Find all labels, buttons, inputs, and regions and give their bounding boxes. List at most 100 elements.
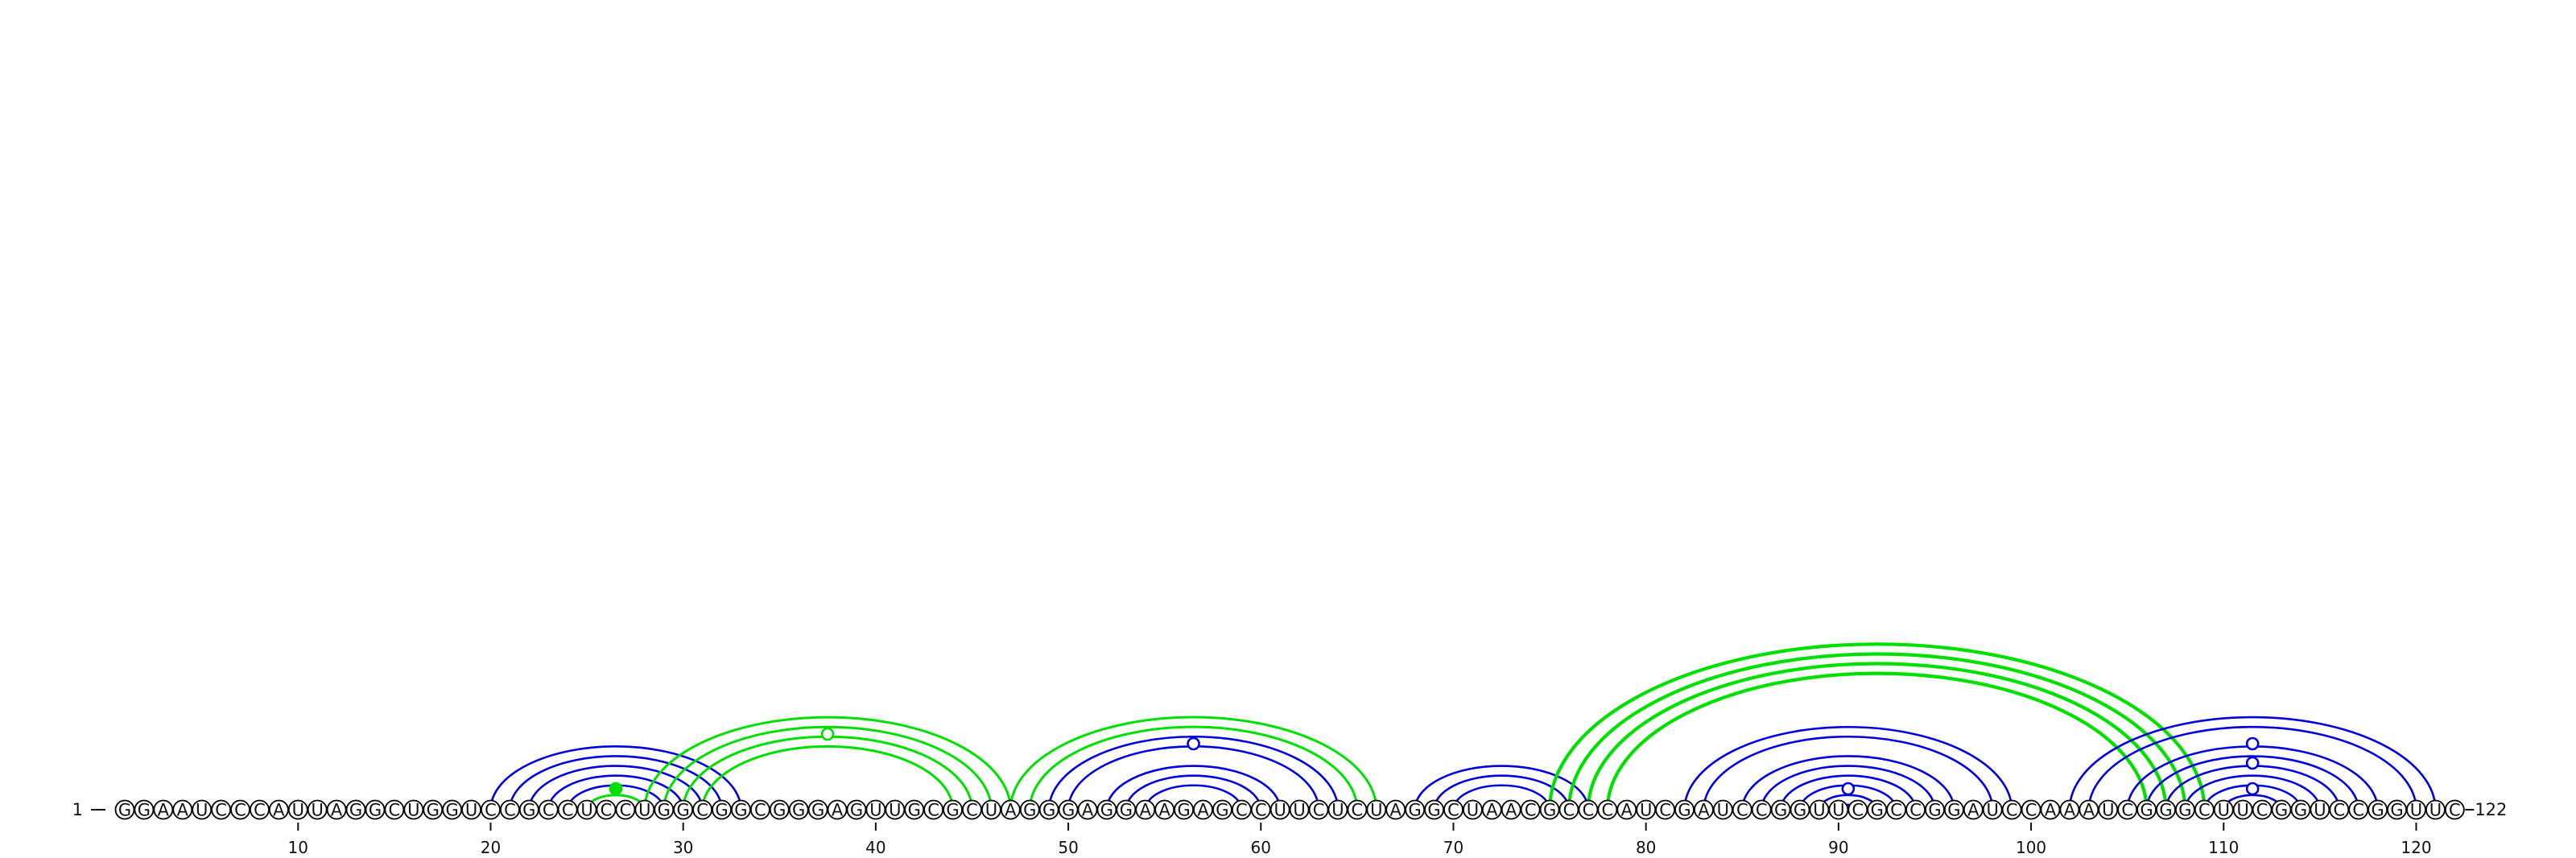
pair-arc-blue xyxy=(2145,755,2360,811)
svg-text:C: C xyxy=(1602,801,1614,820)
nucleotide: G xyxy=(1405,799,1426,820)
nucleotide: G xyxy=(1096,799,1117,820)
svg-text:110: 110 xyxy=(2208,838,2239,857)
svg-text:G: G xyxy=(2140,801,2153,820)
svg-text:U: U xyxy=(1987,801,1999,820)
svg-text:C: C xyxy=(1583,801,1595,820)
nucleotide: G xyxy=(442,799,463,820)
nucleotide: A xyxy=(1694,799,1714,820)
arc-marker xyxy=(1187,736,1200,751)
nucleotide: C xyxy=(538,799,559,820)
nucleotide: G xyxy=(731,799,751,820)
nucleotide: U xyxy=(865,799,886,820)
nucleotide: A xyxy=(1501,799,1521,820)
nucleotide: A xyxy=(1077,799,1098,820)
arc-marker xyxy=(820,727,835,741)
svg-text:G: G xyxy=(811,801,824,820)
svg-text:G: G xyxy=(2390,801,2403,820)
svg-text:A: A xyxy=(832,801,844,820)
nucleotide: A xyxy=(268,799,289,820)
svg-text:U: U xyxy=(1370,801,1382,820)
svg-text:U: U xyxy=(1293,801,1305,820)
nucleotide: C xyxy=(923,799,944,820)
nucleotide: G xyxy=(1943,799,1964,820)
svg-text:U: U xyxy=(312,801,324,820)
nucleotide: A xyxy=(2079,799,2099,820)
svg-text:G: G xyxy=(1947,801,1960,820)
nucleotide: G xyxy=(846,799,867,820)
svg-text:A: A xyxy=(2045,801,2057,820)
nucleotide: G xyxy=(2271,799,2292,820)
nucleotide: C xyxy=(1847,799,1868,820)
nucleotide: G xyxy=(518,799,539,820)
ruler-tick: 70 xyxy=(1443,823,1463,857)
nucleotide: U xyxy=(192,799,213,820)
svg-text:A: A xyxy=(1140,801,1152,820)
svg-text:G: G xyxy=(2294,801,2307,820)
svg-text:G: G xyxy=(1023,801,1036,820)
nucleotide: C xyxy=(1597,799,1618,820)
nucleotide: G xyxy=(1038,799,1059,820)
svg-text:U: U xyxy=(465,801,477,820)
nucleotide: G xyxy=(2387,799,2407,820)
backbone-layer: 1 122 xyxy=(72,800,2508,819)
svg-text:C: C xyxy=(2121,801,2133,820)
svg-text:U: U xyxy=(1640,801,1652,820)
ruler-tick: 10 xyxy=(288,823,308,857)
svg-text:C: C xyxy=(2025,801,2037,820)
svg-text:30: 30 xyxy=(673,838,693,857)
svg-text:U: U xyxy=(638,801,650,820)
start-label: 1 xyxy=(72,800,83,819)
svg-text:G: G xyxy=(850,801,863,820)
nucleotide: A xyxy=(1193,799,1213,820)
svg-text:C: C xyxy=(389,801,401,820)
nucleotide: G xyxy=(654,799,675,820)
svg-text:G: G xyxy=(1120,801,1133,820)
nucleotide: U xyxy=(2406,799,2426,820)
nucleotide: C xyxy=(615,799,636,820)
nucleotide: A xyxy=(1135,799,1156,820)
nucleotide: U xyxy=(1289,799,1310,820)
nucleotide: A xyxy=(326,799,347,820)
nucleotide: C xyxy=(1558,799,1579,820)
svg-text:C: C xyxy=(1852,801,1864,820)
svg-text:G: G xyxy=(445,801,458,820)
pair-arc-blue xyxy=(1452,784,1551,811)
svg-text:A: A xyxy=(1505,801,1517,820)
nucleotide: U xyxy=(2425,799,2446,820)
nucleotide: A xyxy=(2059,799,2080,820)
svg-text:A: A xyxy=(1390,801,1402,820)
markers-layer xyxy=(609,727,2260,796)
svg-text:U: U xyxy=(1813,801,1825,820)
nucleotide: G xyxy=(788,799,809,820)
nucleotide: A xyxy=(827,799,848,820)
svg-text:G: G xyxy=(1871,801,1884,820)
pair-arc-blue xyxy=(1125,774,1262,811)
nucleotide: G xyxy=(1867,799,1888,820)
ruler-tick: 20 xyxy=(481,823,501,857)
nucleotide: A xyxy=(1385,799,1406,820)
nucleotide: G xyxy=(1116,799,1137,820)
svg-text:A: A xyxy=(1621,801,1633,820)
nucleotide: G xyxy=(769,799,790,820)
svg-text:U: U xyxy=(292,801,304,820)
svg-text:60: 60 xyxy=(1251,838,1271,857)
nucleotide: C xyxy=(1655,799,1676,820)
ruler-tick: 30 xyxy=(673,823,693,857)
svg-text:G: G xyxy=(1928,801,1941,820)
nucleotide: G xyxy=(2368,799,2388,820)
svg-text:G: G xyxy=(792,801,805,820)
nucleotide: G xyxy=(2290,799,2311,820)
pair-arc-green xyxy=(701,745,955,811)
svg-text:C: C xyxy=(485,801,497,820)
svg-text:A: A xyxy=(273,801,285,820)
svg-text:A: A xyxy=(1197,801,1209,820)
svg-text:C: C xyxy=(1909,801,1922,820)
svg-text:G: G xyxy=(1794,801,1806,820)
svg-text:C: C xyxy=(1236,801,1248,820)
pair-arc-blue xyxy=(528,765,704,811)
pair-arc-green xyxy=(1028,725,1359,811)
pair-arc-blue xyxy=(1144,784,1243,811)
ruler-tick: 110 xyxy=(2208,823,2239,857)
nucleotide: C xyxy=(1231,799,1252,820)
